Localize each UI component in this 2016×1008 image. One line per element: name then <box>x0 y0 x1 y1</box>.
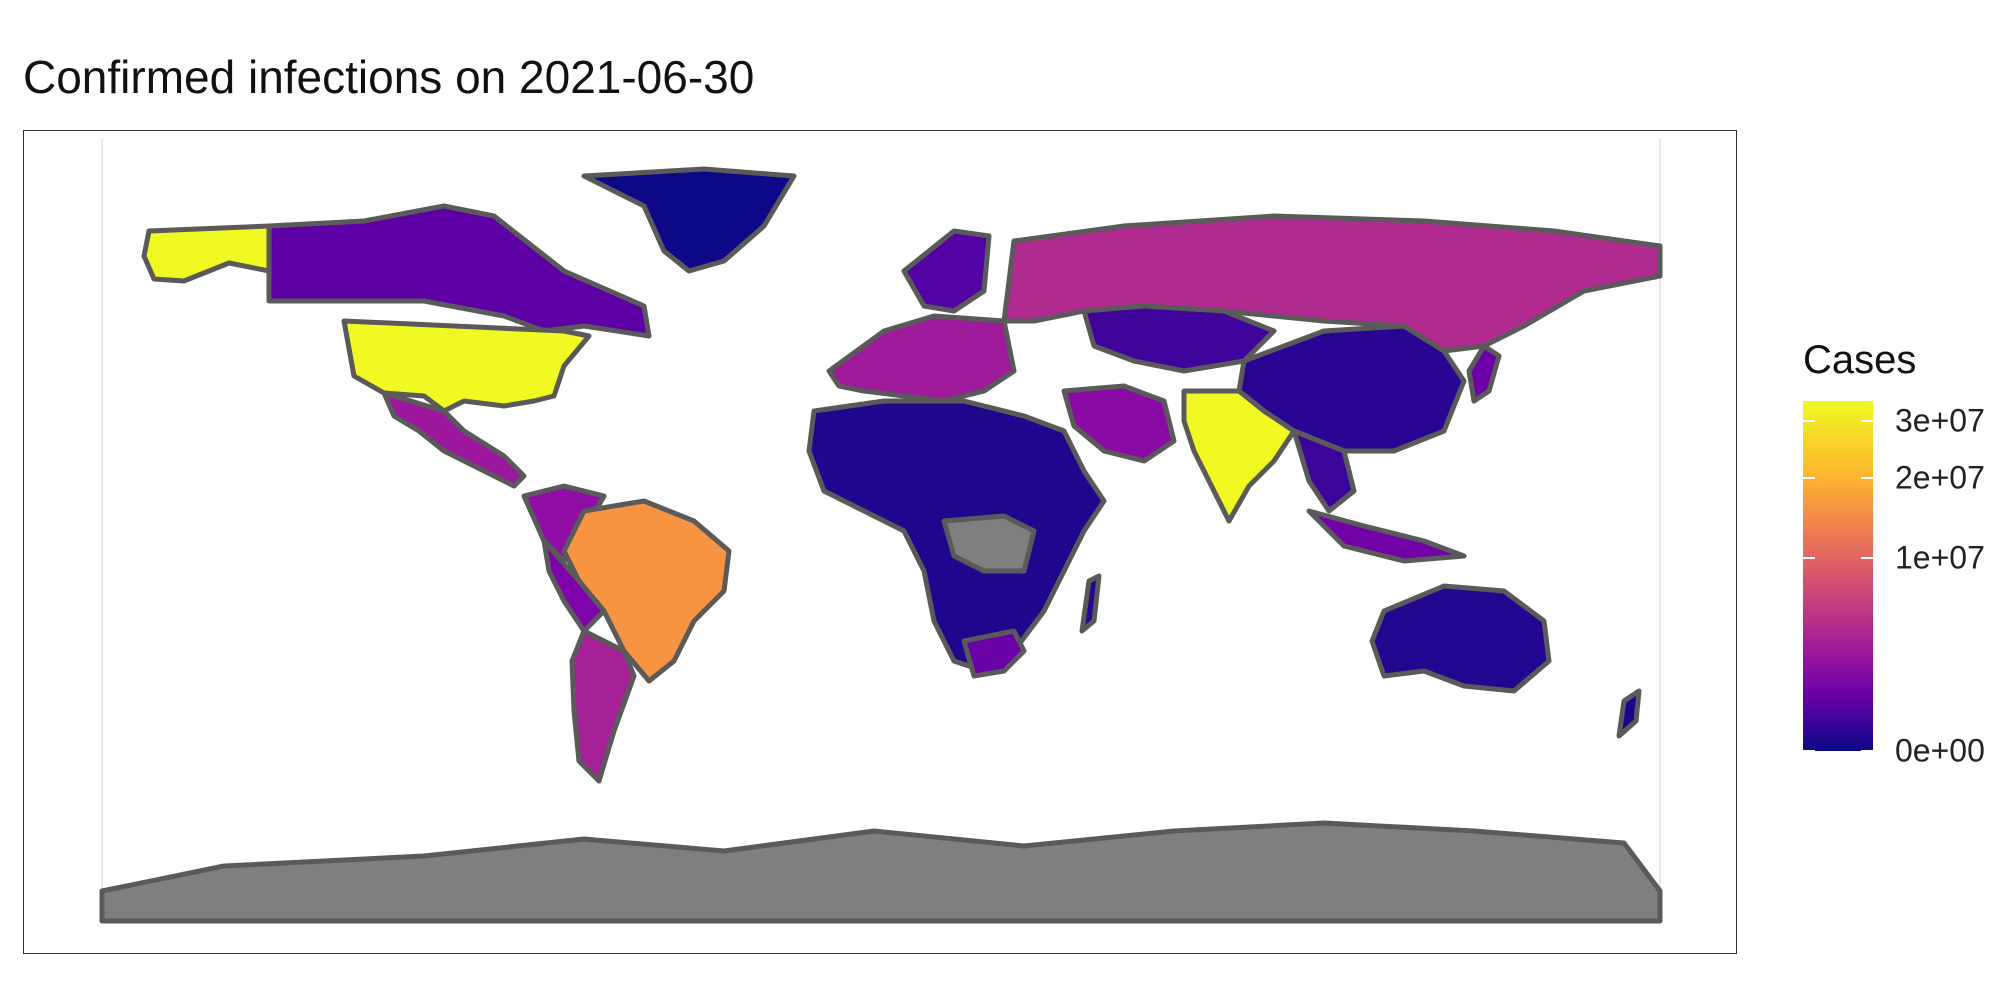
country-mexico <box>381 390 527 489</box>
country-madagascar <box>1079 573 1102 634</box>
country-greenland <box>581 166 797 274</box>
world-map <box>99 139 1663 924</box>
legend-tick-label: 2e+07 <box>1895 459 1985 496</box>
legend-tick-label: 0e+00 <box>1895 732 1985 769</box>
region-argentina-chile <box>569 628 637 784</box>
region-central-africa-no-data <box>941 513 1037 574</box>
country-australia <box>1369 583 1552 694</box>
region-europe <box>826 313 1017 404</box>
legend-tick-label: 1e+07 <box>1895 539 1985 576</box>
country-new-zealand <box>1616 688 1642 739</box>
region-scandinavia <box>901 228 992 314</box>
country-canada <box>266 203 652 339</box>
map-panel <box>23 130 1737 954</box>
legend-colorbar <box>1803 401 1873 751</box>
region-southeast-asia <box>1291 428 1357 514</box>
country-japan <box>1466 343 1502 404</box>
country-india <box>1181 388 1297 524</box>
legend-tick-label: 3e+07 <box>1895 402 1985 439</box>
country-south-africa <box>961 628 1027 679</box>
chart-title: Confirmed infections on 2021-06-30 <box>23 51 755 103</box>
country-alaska <box>141 223 272 284</box>
region-indonesia <box>1306 508 1467 564</box>
legend-title: Cases <box>1803 338 1917 382</box>
country-usa <box>341 318 592 414</box>
region-antarctica <box>99 820 1663 924</box>
region-middle-east <box>1061 383 1177 464</box>
